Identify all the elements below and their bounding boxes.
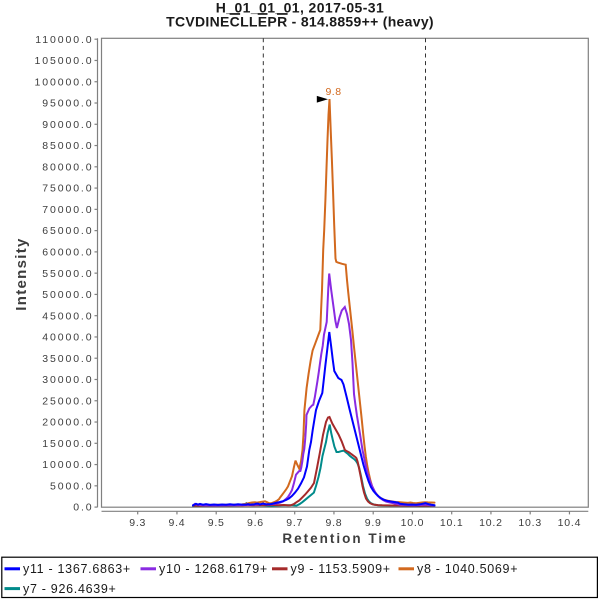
svg-text:y8 - 1040.5069+: y8 - 1040.5069+ <box>417 562 518 576</box>
svg-text:90000.0: 90000.0 <box>42 119 93 131</box>
svg-text:95000.0: 95000.0 <box>42 98 93 110</box>
svg-text:9.7: 9.7 <box>286 517 303 529</box>
svg-text:10.0: 10.0 <box>401 517 425 529</box>
svg-text:10.3: 10.3 <box>518 517 542 529</box>
svg-text:9.4: 9.4 <box>168 517 185 529</box>
svg-text:40000.0: 40000.0 <box>42 332 93 344</box>
svg-text:30000.0: 30000.0 <box>42 374 93 386</box>
svg-text:y10 - 1268.6179+: y10 - 1268.6179+ <box>159 562 268 576</box>
svg-text:Retention Time: Retention Time <box>282 531 407 546</box>
svg-text:9.3: 9.3 <box>129 517 146 529</box>
svg-text:10.2: 10.2 <box>479 517 503 529</box>
svg-text:y11 - 1367.6863+: y11 - 1367.6863+ <box>23 562 131 576</box>
svg-text:50000.0: 50000.0 <box>42 289 93 301</box>
svg-text:H_01_01_01, 2017-05-31: H_01_01_01, 2017-05-31 <box>216 0 384 16</box>
svg-text:105000.0: 105000.0 <box>35 55 94 67</box>
svg-text:25000.0: 25000.0 <box>42 395 93 407</box>
svg-text:55000.0: 55000.0 <box>42 268 93 280</box>
svg-text:9.8: 9.8 <box>325 517 342 529</box>
svg-text:75000.0: 75000.0 <box>42 183 93 195</box>
svg-text:TCVDINECLLEPR - 814.8859++ (he: TCVDINECLLEPR - 814.8859++ (heavy) <box>166 14 434 30</box>
svg-text:0.0: 0.0 <box>73 502 93 514</box>
svg-text:y7 - 926.4639+: y7 - 926.4639+ <box>23 582 117 596</box>
svg-text:9.9: 9.9 <box>365 517 382 529</box>
svg-text:85000.0: 85000.0 <box>42 140 93 152</box>
svg-text:45000.0: 45000.0 <box>42 310 93 322</box>
svg-text:9.5: 9.5 <box>208 517 225 529</box>
svg-text:Intensity: Intensity <box>13 237 30 310</box>
svg-text:20000.0: 20000.0 <box>42 417 93 429</box>
svg-text:5000.0: 5000.0 <box>50 480 94 492</box>
svg-text:10.4: 10.4 <box>558 517 582 529</box>
svg-text:9.6: 9.6 <box>247 517 264 529</box>
svg-text:15000.0: 15000.0 <box>42 438 93 450</box>
svg-text:110000.0: 110000.0 <box>35 34 93 46</box>
svg-text:10.1: 10.1 <box>440 517 464 529</box>
svg-text:35000.0: 35000.0 <box>42 353 93 365</box>
svg-text:y9 - 1153.5909+: y9 - 1153.5909+ <box>291 562 391 576</box>
svg-text:70000.0: 70000.0 <box>42 204 93 216</box>
svg-text:60000.0: 60000.0 <box>42 246 93 258</box>
svg-text:9.8: 9.8 <box>325 86 341 98</box>
svg-text:80000.0: 80000.0 <box>42 161 93 173</box>
svg-text:10000.0: 10000.0 <box>42 459 93 471</box>
svg-text:100000.0: 100000.0 <box>35 76 94 88</box>
svg-text:65000.0: 65000.0 <box>42 225 93 237</box>
